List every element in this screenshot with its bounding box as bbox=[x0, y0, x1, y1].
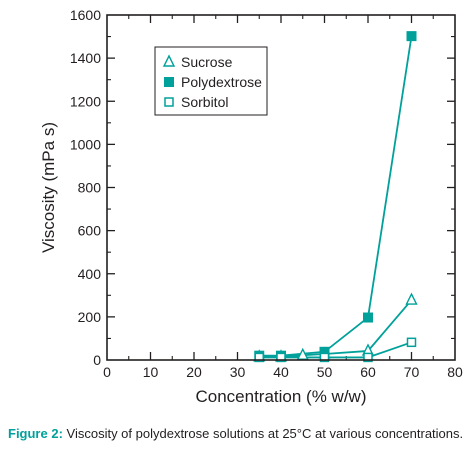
x-tick-label: 60 bbox=[360, 364, 376, 380]
sorbitol-point bbox=[254, 352, 264, 363]
legend: Sucrose Polydextrose Sorbitol bbox=[154, 46, 268, 116]
y-tick-label: 200 bbox=[78, 309, 102, 325]
y-tick-label: 1600 bbox=[70, 7, 101, 23]
y-tick-label: 600 bbox=[78, 223, 102, 239]
sorbitol-point bbox=[319, 352, 330, 363]
y-axis-title: Viscosity (mPa s) bbox=[39, 122, 58, 253]
x-tick-label: 10 bbox=[143, 364, 159, 380]
legend-sucrose-label: Sucrose bbox=[181, 54, 233, 70]
y-tick-label: 1200 bbox=[70, 93, 101, 109]
x-tick-label: 70 bbox=[404, 364, 420, 380]
viscosity-chart: 0 10 20 30 40 50 60 70 8002004006008001000120014… bbox=[39, 7, 463, 406]
y-tick-label: 800 bbox=[78, 180, 102, 196]
caption-text: Viscosity of polydextrose solutions at 2… bbox=[62, 426, 464, 441]
legend-polydextrose-marker bbox=[164, 77, 174, 87]
legend-sorbitol-marker bbox=[164, 97, 174, 107]
x-tick-label: 30 bbox=[230, 364, 246, 380]
x-tick-label: 20 bbox=[186, 364, 202, 380]
x-tick-label: 0 bbox=[103, 364, 111, 380]
sucrose-line bbox=[259, 299, 413, 358]
x-tick-label: 50 bbox=[317, 364, 333, 380]
sorbitol-point bbox=[363, 352, 373, 363]
polydextrose-line bbox=[259, 35, 413, 357]
y-tick-label: 1000 bbox=[70, 136, 101, 152]
polydextrose-point bbox=[363, 312, 373, 323]
legend-sucrose-marker bbox=[162, 54, 176, 67]
legend-polydextrose-label: Polydextrose bbox=[181, 74, 262, 90]
series-lines bbox=[259, 35, 413, 359]
y-tick-label: 400 bbox=[78, 266, 102, 282]
series-markers bbox=[253, 31, 418, 363]
sorbitol-point bbox=[406, 337, 417, 348]
sorbitol-point bbox=[276, 352, 286, 363]
x-axis-title: Concentration (% w/w) bbox=[195, 387, 366, 406]
x-tick-label: 80 bbox=[447, 364, 463, 380]
plot-frame bbox=[106, 14, 456, 361]
tick-labels: 0 10 20 30 40 50 60 70 8002004006008001000120014… bbox=[70, 7, 463, 380]
legend-sorbitol-label: Sorbitol bbox=[181, 94, 228, 110]
y-tick-label: 0 bbox=[93, 352, 101, 368]
figure-caption: Figure 2: Viscosity of polydextrose solu… bbox=[8, 426, 468, 441]
y-tick-label: 1400 bbox=[70, 50, 101, 66]
x-tick-label: 40 bbox=[273, 364, 289, 380]
polydextrose-point bbox=[406, 31, 417, 42]
sucrose-point bbox=[405, 292, 418, 305]
caption-label: Figure 2: bbox=[8, 426, 63, 441]
